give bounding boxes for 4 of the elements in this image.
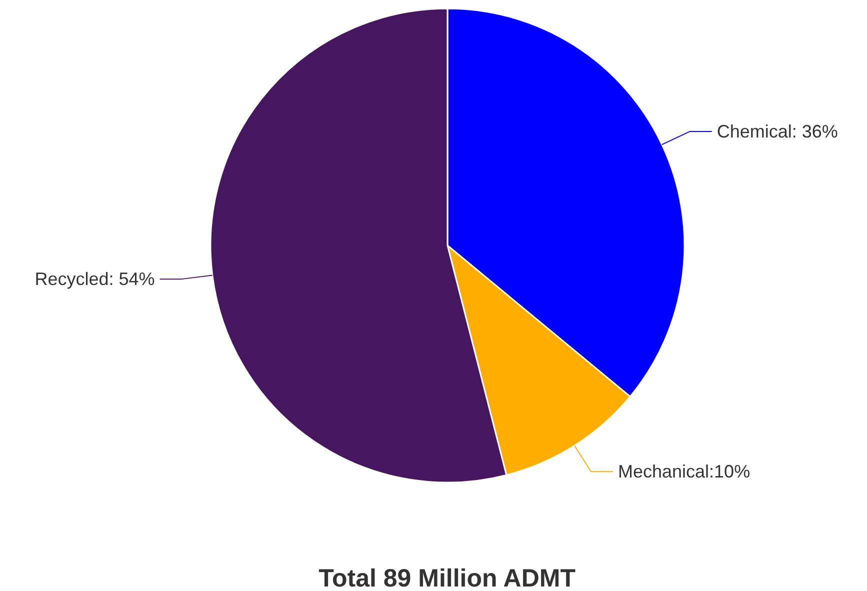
- text: Total 89 Million ADMT: [318, 564, 576, 591]
- slice-label: Chemical: 36%: [716, 121, 838, 142]
- slice-label: Mechanical:10%: [618, 462, 750, 482]
- slice-label: Recycled: 54%: [34, 269, 155, 290]
